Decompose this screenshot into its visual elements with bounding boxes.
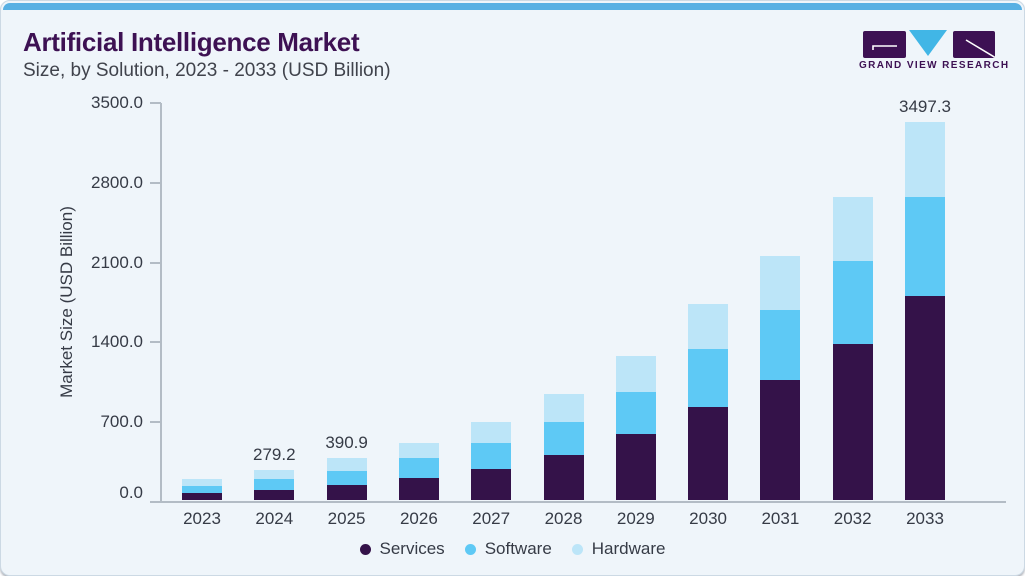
y-tick-1400 xyxy=(150,341,161,344)
bar-2031-hardware xyxy=(760,256,801,311)
y-tick-0 xyxy=(150,501,161,503)
bar-2026-hardware xyxy=(398,442,439,459)
bar-2025 xyxy=(326,457,367,500)
bar-2025-services xyxy=(326,485,367,500)
bar-2031-services xyxy=(760,379,801,500)
logo-r-block-icon xyxy=(953,31,995,58)
x-label-2025: 2025 xyxy=(327,509,366,528)
bar-2024-software xyxy=(254,479,295,490)
chart-legend: Services Software Hardware xyxy=(1,539,1024,559)
value-label-2025: 390.9 xyxy=(325,432,368,452)
x-label-2023: 2023 xyxy=(183,509,221,528)
chart-header: Artificial Intelligence Market Size, by … xyxy=(23,28,391,82)
x-label-2032: 2032 xyxy=(833,509,872,528)
bar-2032 xyxy=(832,196,873,500)
bar-2027-hardware xyxy=(471,422,512,444)
bar-2028-services xyxy=(543,454,584,500)
bar-2027-services xyxy=(471,468,512,500)
y-tick-700 xyxy=(150,421,161,424)
y-tick-2800 xyxy=(150,181,161,184)
bar-2032-hardware xyxy=(832,196,873,261)
legend-item-hardware: Hardware xyxy=(571,539,666,559)
legend-label-software: Software xyxy=(484,539,552,558)
y-axis-line xyxy=(160,103,162,503)
x-label-2033: 2033 xyxy=(906,509,944,528)
top-accent-bar xyxy=(3,3,1022,10)
y-tick-label-2100: 2100.0 xyxy=(91,252,143,272)
bar-2028-software xyxy=(543,422,584,455)
bar-2031 xyxy=(760,256,801,500)
x-label-2031: 2031 xyxy=(761,509,800,528)
x-label-2030: 2030 xyxy=(689,509,728,528)
legend-label-hardware: Hardware xyxy=(591,539,666,558)
bar-2032-services xyxy=(832,343,873,500)
y-tick-label-2800: 2800.0 xyxy=(91,172,143,192)
bar-2024-services xyxy=(254,490,295,500)
bar-2030-software xyxy=(688,348,729,408)
bar-2025-hardware xyxy=(326,457,367,472)
bar-2027-software xyxy=(471,443,512,469)
bar-2033 xyxy=(905,122,945,500)
chart-title: Artificial Intelligence Market xyxy=(23,27,360,57)
bar-2028 xyxy=(543,394,584,500)
bar-2033-software xyxy=(905,197,945,296)
bar-2029 xyxy=(615,356,656,500)
bar-2026 xyxy=(398,442,439,500)
bar-2029-hardware xyxy=(615,356,656,392)
bar-2031-software xyxy=(760,310,801,380)
value-label-2024: 279.2 xyxy=(253,444,296,464)
bar-2033-services xyxy=(905,295,945,500)
bar-2023-services xyxy=(182,493,222,500)
x-label-2024: 2024 xyxy=(255,509,294,528)
bar-2023-hardware xyxy=(182,478,222,486)
bar-2027 xyxy=(471,422,512,500)
x-label-2028: 2028 xyxy=(544,509,583,528)
bar-2024 xyxy=(254,469,295,500)
legend-dot-software xyxy=(464,543,476,555)
value-label-2033: 3497.3 xyxy=(899,97,951,117)
bar-2025-software xyxy=(326,471,367,486)
bar-2029-software xyxy=(615,391,656,434)
bar-2032-software xyxy=(832,261,873,344)
legend-dot-hardware xyxy=(571,543,583,555)
bar-2026-software xyxy=(398,458,439,479)
bar-2023 xyxy=(182,478,222,500)
y-tick-2100 xyxy=(150,261,161,264)
logo-v-triangle-icon xyxy=(909,30,947,56)
bar-2033-hardware xyxy=(905,122,945,198)
legend-dot-services xyxy=(359,543,371,555)
legend-item-services: Services xyxy=(359,539,445,559)
y-tick-label-1400: 1400.0 xyxy=(91,332,143,352)
bar-2028-hardware xyxy=(543,394,584,423)
logo-text: GRAND VIEW RESEARCH xyxy=(859,60,1010,71)
x-label-2026: 2026 xyxy=(399,509,438,528)
y-tick-label-700: 700.0 xyxy=(100,412,143,432)
logo-g-block-icon xyxy=(863,31,906,58)
legend-item-software: Software xyxy=(464,539,552,559)
bar-2030-services xyxy=(688,407,729,500)
bar-2030 xyxy=(688,304,729,500)
bar-2029-services xyxy=(615,433,656,500)
grand-view-research-logo: GRAND VIEW RESEARCH xyxy=(859,29,1010,71)
legend-label-services: Services xyxy=(379,539,445,558)
x-axis-line xyxy=(160,501,1006,503)
bar-2030-hardware xyxy=(688,304,729,349)
y-tick-label-3500: 3500.0 xyxy=(91,93,143,112)
y-tick-3500 xyxy=(150,102,161,104)
x-label-2029: 2029 xyxy=(616,509,655,528)
bar-2026-services xyxy=(398,478,439,500)
x-label-2027: 2027 xyxy=(472,509,511,528)
y-tick-label-0: 0.0 xyxy=(119,483,143,502)
logo-marks xyxy=(859,29,1001,58)
y-axis-title: Market Size (USD Billion) xyxy=(57,206,76,398)
bar-2023-software xyxy=(182,485,222,494)
bar-2024-hardware xyxy=(254,469,295,480)
chart-subtitle: Size, by Solution, 2023 - 2033 (USD Bill… xyxy=(23,60,391,81)
